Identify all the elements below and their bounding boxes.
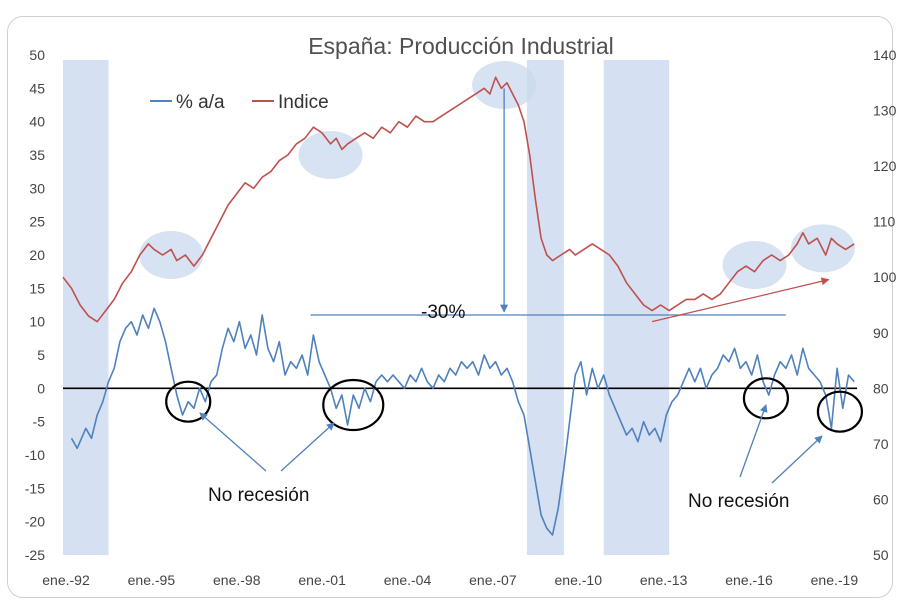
chart-title: España: Producción Industrial [308,33,614,59]
recovery-arrow [651,277,830,323]
highlight-circle [722,241,787,289]
no-recession-circle [322,378,385,432]
y-left-tick-label: 20 [29,247,45,263]
y-right-tick-label: 100 [873,269,897,285]
y-left-tick-label: 25 [29,214,45,230]
annotation-minus-30: -30% [421,302,465,323]
y-right-tick-label: 110 [873,214,896,230]
y-left-tick-label: 15 [29,280,45,296]
x-tick-label: ene.-01 [298,572,346,588]
highlight-circles [139,61,855,289]
highlight-circle [139,231,204,279]
x-axis: ene.-92 ene.-95 ene.-98 ene.-01 ene.-04 ene.-… [42,572,858,588]
x-tick-label: ene.-07 [469,572,517,588]
no-recession-circle [816,390,864,433]
series-line-0 [70,307,855,536]
y-left-tick-label: 5 [37,347,45,363]
chart-frame [7,16,893,598]
series-line-1 [62,76,855,323]
recession-bands [63,60,670,555]
y-left-tick-label: 10 [29,314,45,330]
legend: % a/a Indice [150,92,329,113]
legend-label-indice: Indice [278,92,329,113]
y-left-tick-label: 45 [29,80,45,96]
y-axis-right: 140 130 120 110 100 90 80 70 60 50 [873,47,897,563]
recession-band-2 [603,60,670,555]
x-tick-label: ene.-10 [555,572,603,588]
x-tick-label: ene.-04 [384,572,432,588]
highlight-circle [298,131,363,179]
y-left-tick-label: -15 [25,480,45,496]
y-right-tick-label: 120 [873,158,897,174]
legend-label-pct: % a/a [176,92,225,113]
annotation-no-recesion-left: No recesión [208,485,309,506]
y-left-tick-label: 0 [37,380,45,396]
y-right-tick-label: 50 [873,547,889,563]
y-left-tick-label: 30 [29,180,45,196]
x-tick-label: ene.-92 [42,572,90,588]
y-left-tick-label: 40 [29,114,45,130]
no-recession-circle [165,380,212,423]
x-tick-label: ene.-98 [213,572,261,588]
recession-band-1 [526,60,564,555]
recession-band-0 [63,60,109,555]
y-left-tick-label: -20 [25,514,45,530]
y-left-tick-label: -5 [33,414,46,430]
pointer-arrow [771,435,823,484]
y-left-tick-label: 50 [29,47,45,63]
y-right-tick-label: 70 [873,436,889,452]
y-left-tick-label: -25 [25,547,45,563]
pointer-arrow [199,412,267,472]
no-recession-circles [165,377,864,433]
pointer-arrow [280,422,335,472]
y-right-tick-label: 140 [873,47,897,63]
y-left-tick-label: -10 [25,447,45,463]
no-recession-circle [742,377,790,420]
x-tick-label: ene.-19 [811,572,859,588]
series-lines [62,76,855,536]
y-right-tick-label: 130 [873,103,897,119]
annotation-arrows [199,88,830,484]
pointer-arrow [739,404,768,478]
x-tick-label: ene.-16 [725,572,773,588]
y-right-tick-label: 80 [873,380,889,396]
annotation-no-recesion-right: No recesión [688,491,789,512]
y-left-tick-label: 35 [29,147,45,163]
y-right-tick-label: 60 [873,491,889,507]
y-right-tick-label: 90 [873,325,889,341]
x-tick-label: ene.-13 [640,572,688,588]
x-tick-label: ene.-95 [128,572,176,588]
